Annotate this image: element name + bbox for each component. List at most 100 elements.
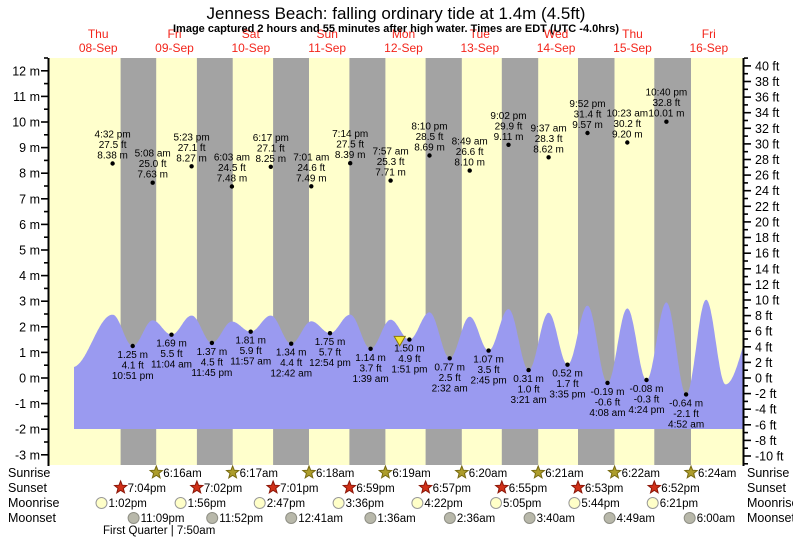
moonrise-time: 3:36pm — [346, 498, 384, 510]
moonset-time: 6:00am — [697, 513, 735, 525]
sunset-time: 6:52pm — [661, 483, 699, 495]
high-tide-ft: 25.3 ft — [377, 157, 405, 168]
high-tide-ft: 27.5 ft — [336, 140, 364, 151]
left-axis-label: 8 m — [19, 167, 40, 181]
high-tide-time: 4:32 pm — [95, 130, 131, 141]
sunrise-star-icon — [683, 464, 699, 479]
sunrise-time: 6:18am — [316, 468, 354, 480]
high-tide-dot — [150, 180, 155, 185]
now-marker-layer — [393, 335, 407, 347]
low-tide-ft: -0.3 ft — [634, 395, 660, 406]
moonrise-circle-icon — [95, 497, 108, 509]
left-axis-label: 5 m — [19, 244, 40, 258]
low-tide-time: 12:54 pm — [309, 358, 351, 369]
sunset-time: 6:57pm — [433, 483, 471, 495]
day-date-label: 12-Sep — [384, 41, 423, 55]
left-axis-label: -3 m — [15, 448, 40, 462]
moonrise-time: 2:47pm — [267, 498, 305, 510]
low-tide-m: 0.31 m — [513, 374, 544, 385]
high-tide-m: 8.27 m — [176, 153, 207, 164]
right-axis-label: 8 ft — [755, 309, 773, 323]
low-tide-ft: 4.4 ft — [280, 358, 302, 369]
high-tide-dot — [110, 161, 115, 166]
right-axis-label: 34 ft — [755, 106, 780, 120]
day-date-label: 11-Sep — [308, 41, 346, 55]
right-axis-label: -4 ft — [755, 403, 777, 417]
left-axis-label: 9 m — [19, 141, 40, 155]
sunrise-star-icon — [148, 464, 164, 479]
sunset-star-icon — [189, 479, 205, 494]
low-tide-dot — [209, 340, 215, 346]
right-axis-label: 18 ft — [755, 231, 780, 245]
low-tide-ft: 3.7 ft — [359, 363, 381, 374]
moonrise-time: 1:56pm — [188, 498, 226, 510]
moonrise-circle-icon — [568, 497, 581, 509]
low-tide-ft: 2.5 ft — [439, 373, 461, 384]
sunrise-star-icon — [377, 464, 393, 479]
high-tide-ft: 26.6 ft — [456, 147, 484, 158]
high-tide-dot — [506, 142, 511, 147]
sunrise-time: 6:22am — [622, 468, 660, 480]
moonset-circle-icon — [523, 512, 536, 524]
row-label-moonset-left: Moonset — [8, 511, 56, 525]
day-date-label: 15-Sep — [613, 41, 652, 55]
low-tide-dot — [169, 332, 174, 337]
high-tide-ft: 27.1 ft — [178, 143, 206, 154]
high-tide-time: 6:17 pm — [253, 133, 289, 144]
low-tide-m: 1.25 m — [117, 350, 148, 361]
low-tide-m: 1.50 m — [394, 344, 425, 355]
high-tide-m: 7.63 m — [137, 170, 168, 181]
moonset-circle-icon — [443, 512, 456, 524]
high-tide-ft: 30.2 ft — [613, 119, 641, 130]
moonrise-time: 4:22pm — [424, 498, 462, 510]
axes-layer: 12 m 11 m 10 m 9 m 8 m 7 m 6 m 5 m 4 m 3 m 2 m 1 m 0… — [12, 57, 784, 466]
day-date-label: 14-Sep — [537, 41, 576, 55]
day-weekday-label: Sun — [317, 27, 338, 41]
right-axis-label: 22 ft — [755, 200, 780, 214]
high-tide-dot — [664, 119, 669, 124]
high-tide-ft: 32.8 ft — [652, 98, 680, 109]
right-axis-label: 10 ft — [755, 294, 780, 308]
right-axis-label: 14 ft — [755, 262, 780, 276]
left-axis-label: 12 m — [12, 64, 40, 78]
right-axis-label: -6 ft — [755, 418, 777, 432]
right-axis-label: 40 ft — [755, 59, 780, 73]
low-tide-time: 12:42 am — [270, 369, 312, 380]
high-tide-m: 8.25 m — [256, 154, 287, 165]
moonset-time: 2:36am — [457, 513, 495, 525]
low-tide-ft: 1.7 ft — [556, 379, 578, 390]
sunrise-star-icon — [225, 464, 241, 479]
high-tide-time: 8:10 pm — [411, 122, 447, 133]
high-tide-time: 9:02 pm — [490, 111, 526, 122]
low-tide-m: 1.34 m — [276, 348, 307, 359]
sunset-star-icon — [494, 479, 510, 494]
moonset-circle-icon — [603, 512, 616, 524]
high-tide-ft: 29.9 ft — [495, 121, 523, 132]
low-tide-m: 1.75 m — [315, 337, 346, 348]
moonrise-circle-icon — [646, 497, 659, 509]
low-tide-m: 1.07 m — [473, 355, 504, 366]
right-axis-label: 0 ft — [755, 372, 773, 386]
row-label-moonrise-right: Moonrise — [747, 496, 793, 510]
tide-area-layer — [74, 299, 743, 429]
left-axis-label: 11 m — [13, 90, 40, 104]
tide-area — [74, 299, 743, 429]
sunrise-star-icon — [454, 464, 470, 479]
high-tide-ft: 24.6 ft — [297, 163, 325, 174]
left-axis-label: 0 m — [19, 372, 40, 386]
moonrise-time: 5:44pm — [581, 498, 619, 510]
moonrise-time: 5:05pm — [503, 498, 541, 510]
high-tide-time: 10:23 am — [606, 109, 648, 120]
moonrise-circle-icon — [174, 497, 187, 509]
high-tide-time: 6:03 am — [214, 153, 250, 164]
low-tide-dot — [683, 392, 689, 397]
low-tide-dot — [565, 362, 570, 367]
high-tide-time: 5:23 pm — [174, 132, 210, 143]
high-tide-m: 9.20 m — [612, 130, 643, 141]
low-tide-m: 0.52 m — [552, 369, 583, 380]
high-tide-ft: 31.4 ft — [574, 110, 602, 121]
high-tide-ft: 28.3 ft — [535, 134, 563, 145]
high-tide-dot — [467, 168, 472, 173]
low-tide-time: 3:21 am — [511, 395, 547, 406]
